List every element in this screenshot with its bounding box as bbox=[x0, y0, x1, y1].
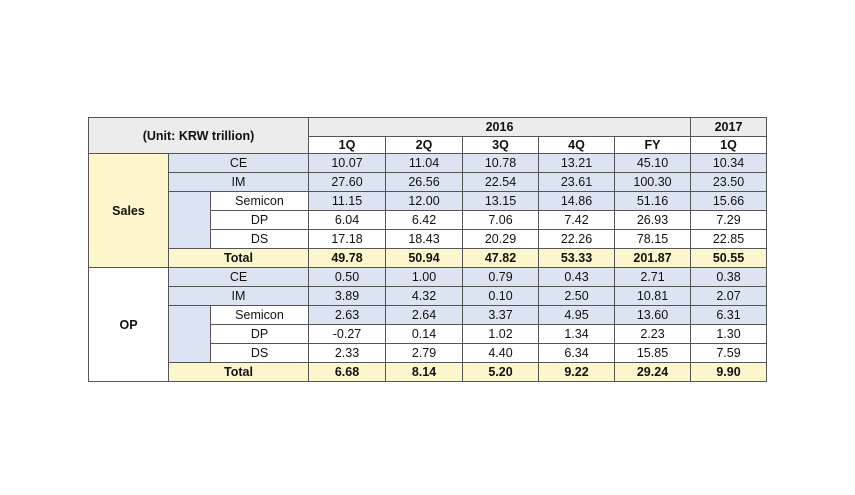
value-cell: 6.04 bbox=[308, 210, 386, 230]
value-cell: 22.85 bbox=[690, 229, 767, 249]
value-cell: 8.14 bbox=[385, 362, 463, 382]
value-cell: 53.33 bbox=[538, 248, 615, 268]
row-label: IM bbox=[168, 286, 309, 306]
value-cell: 5.20 bbox=[462, 362, 539, 382]
value-cell: 18.43 bbox=[385, 229, 463, 249]
value-cell: 1.34 bbox=[538, 324, 615, 344]
column-header: 1Q bbox=[308, 136, 386, 154]
value-cell: 9.90 bbox=[690, 362, 767, 382]
value-cell: 201.87 bbox=[614, 248, 691, 268]
value-cell: 2.07 bbox=[690, 286, 767, 306]
row-label: DP bbox=[210, 324, 309, 344]
value-cell: 2.63 bbox=[308, 305, 386, 325]
row-label: Total bbox=[168, 248, 309, 268]
value-cell: 13.15 bbox=[462, 191, 539, 211]
value-cell: 4.95 bbox=[538, 305, 615, 325]
value-cell: 9.22 bbox=[538, 362, 615, 382]
column-header: 1Q bbox=[690, 136, 767, 154]
row-label: Total bbox=[168, 362, 309, 382]
value-cell: 2.71 bbox=[614, 267, 691, 287]
value-cell: 10.81 bbox=[614, 286, 691, 306]
value-cell: 1.02 bbox=[462, 324, 539, 344]
row-label: Semicon bbox=[210, 305, 309, 325]
value-cell: 7.42 bbox=[538, 210, 615, 230]
value-cell: 11.15 bbox=[308, 191, 386, 211]
row-label: Semicon bbox=[210, 191, 309, 211]
row-label: CE bbox=[168, 153, 309, 173]
value-cell: -0.27 bbox=[308, 324, 386, 344]
value-cell: 1.30 bbox=[690, 324, 767, 344]
year-header: 2016 bbox=[308, 117, 691, 137]
column-header: 4Q bbox=[538, 136, 615, 154]
value-cell: 23.50 bbox=[690, 172, 767, 192]
value-cell: 15.66 bbox=[690, 191, 767, 211]
value-cell: 4.32 bbox=[385, 286, 463, 306]
value-cell: 6.31 bbox=[690, 305, 767, 325]
value-cell: 17.18 bbox=[308, 229, 386, 249]
unit-cell: (Unit: KRW trillion) bbox=[88, 117, 309, 154]
value-cell: 29.24 bbox=[614, 362, 691, 382]
value-cell: 7.29 bbox=[690, 210, 767, 230]
value-cell: 15.85 bbox=[614, 343, 691, 363]
value-cell: 6.68 bbox=[308, 362, 386, 382]
row-label: DS bbox=[210, 229, 309, 249]
value-cell: 78.15 bbox=[614, 229, 691, 249]
indent-cell bbox=[168, 191, 211, 249]
value-cell: 1.00 bbox=[385, 267, 463, 287]
row-label: DP bbox=[210, 210, 309, 230]
value-cell: 6.42 bbox=[385, 210, 463, 230]
value-cell: 26.93 bbox=[614, 210, 691, 230]
value-cell: 2.50 bbox=[538, 286, 615, 306]
value-cell: 3.37 bbox=[462, 305, 539, 325]
value-cell: 27.60 bbox=[308, 172, 386, 192]
column-header: FY bbox=[614, 136, 691, 154]
value-cell: 3.89 bbox=[308, 286, 386, 306]
value-cell: 0.50 bbox=[308, 267, 386, 287]
row-label: CE bbox=[168, 267, 309, 287]
value-cell: 2.23 bbox=[614, 324, 691, 344]
value-cell: 51.16 bbox=[614, 191, 691, 211]
value-cell: 0.79 bbox=[462, 267, 539, 287]
value-cell: 20.29 bbox=[462, 229, 539, 249]
value-cell: 14.86 bbox=[538, 191, 615, 211]
column-header: 2Q bbox=[385, 136, 463, 154]
value-cell: 26.56 bbox=[385, 172, 463, 192]
value-cell: 0.43 bbox=[538, 267, 615, 287]
value-cell: 13.60 bbox=[614, 305, 691, 325]
row-label: DS bbox=[210, 343, 309, 363]
value-cell: 0.10 bbox=[462, 286, 539, 306]
value-cell: 2.33 bbox=[308, 343, 386, 363]
group-label: OP bbox=[88, 267, 169, 382]
group-label: Sales bbox=[88, 153, 169, 268]
value-cell: 2.64 bbox=[385, 305, 463, 325]
value-cell: 12.00 bbox=[385, 191, 463, 211]
value-cell: 47.82 bbox=[462, 248, 539, 268]
value-cell: 10.07 bbox=[308, 153, 386, 173]
row-label: IM bbox=[168, 172, 309, 192]
value-cell: 50.94 bbox=[385, 248, 463, 268]
value-cell: 10.78 bbox=[462, 153, 539, 173]
value-cell: 6.34 bbox=[538, 343, 615, 363]
value-cell: 7.59 bbox=[690, 343, 767, 363]
value-cell: 22.54 bbox=[462, 172, 539, 192]
year-header: 2017 bbox=[690, 117, 767, 137]
value-cell: 45.10 bbox=[614, 153, 691, 173]
value-cell: 7.06 bbox=[462, 210, 539, 230]
indent-cell bbox=[168, 305, 211, 363]
value-cell: 22.26 bbox=[538, 229, 615, 249]
value-cell: 0.38 bbox=[690, 267, 767, 287]
value-cell: 10.34 bbox=[690, 153, 767, 173]
column-header: 3Q bbox=[462, 136, 539, 154]
value-cell: 50.55 bbox=[690, 248, 767, 268]
value-cell: 23.61 bbox=[538, 172, 615, 192]
value-cell: 100.30 bbox=[614, 172, 691, 192]
value-cell: 13.21 bbox=[538, 153, 615, 173]
value-cell: 0.14 bbox=[385, 324, 463, 344]
value-cell: 49.78 bbox=[308, 248, 386, 268]
value-cell: 4.40 bbox=[462, 343, 539, 363]
value-cell: 11.04 bbox=[385, 153, 463, 173]
value-cell: 2.79 bbox=[385, 343, 463, 363]
